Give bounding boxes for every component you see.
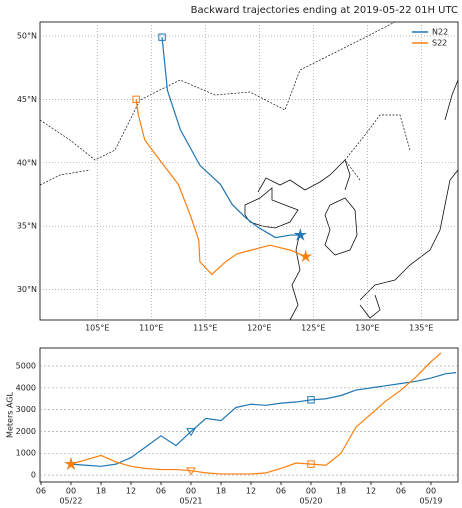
x-tick-label: 06 — [156, 487, 166, 496]
time-marker — [307, 396, 315, 404]
x-tick-label: 06 — [276, 487, 286, 496]
time-marker — [64, 457, 78, 470]
end-marker — [299, 249, 313, 263]
x-tick-label: 120°E — [247, 324, 271, 333]
y-tick-label: 2000 — [16, 427, 36, 436]
height-line — [70, 352, 442, 475]
x-tick-label: 00 — [306, 487, 316, 496]
y-tick-label: 5000 — [16, 362, 36, 371]
x-tick-label: 12 — [366, 487, 376, 496]
x-tick-label: 00 — [426, 487, 436, 496]
y-tick-label: 4000 — [16, 383, 36, 392]
legend-label: N22 — [432, 28, 448, 37]
y-tick-label: 35°N — [17, 222, 37, 231]
x-tick-label: 00 — [186, 487, 196, 496]
x-tick-label: 125°E — [301, 324, 325, 333]
y-tick-label: 50°N — [17, 31, 37, 40]
x-tick-label: 105°E — [85, 324, 109, 333]
x-date-label: 05/21 — [179, 497, 202, 506]
x-tick-label: 130°E — [355, 324, 379, 333]
y-tick-label: 0 — [31, 471, 36, 480]
x-tick-label: 115°E — [193, 324, 217, 333]
x-tick-label: 00 — [66, 487, 76, 496]
time-marker — [186, 428, 196, 437]
x-tick-label: 135°E — [409, 324, 433, 333]
x-date-label: 05/22 — [59, 497, 82, 506]
end-marker — [293, 227, 307, 241]
x-tick-label: 18 — [216, 487, 226, 496]
chart-title: Backward trajectories ending at 2019-05-… — [191, 5, 458, 16]
x-date-label: 05/20 — [299, 497, 322, 506]
y-tick-label: 1000 — [16, 449, 36, 458]
time-marker — [307, 460, 315, 468]
y-tick-label: 45°N — [17, 95, 37, 104]
height-line — [70, 372, 457, 467]
y-tick-label: 3000 — [16, 405, 36, 414]
x-tick-label: 18 — [336, 487, 346, 496]
y-tick-label: 40°N — [17, 158, 37, 167]
x-date-label: 05/19 — [419, 497, 442, 506]
legend-label: S22 — [432, 39, 447, 48]
basemap — [39, 21, 459, 321]
trajectory — [161, 37, 301, 239]
x-tick-label: 12 — [246, 487, 256, 496]
x-tick-label: 06 — [396, 487, 406, 496]
x-tick-label: 12 — [126, 487, 136, 496]
x-tick-label: 06 — [36, 487, 46, 496]
x-tick-label: 18 — [96, 487, 106, 496]
plot-frame — [39, 347, 459, 483]
start-marker — [158, 33, 166, 41]
trajectory — [135, 99, 306, 276]
x-tick-label: 110°E — [139, 324, 163, 333]
y-tick-label: 30°N — [17, 285, 37, 294]
map-frame — [39, 21, 459, 321]
time-marker — [186, 467, 196, 476]
start-marker — [132, 95, 140, 104]
y-axis-label: Meters AGL — [6, 392, 15, 438]
